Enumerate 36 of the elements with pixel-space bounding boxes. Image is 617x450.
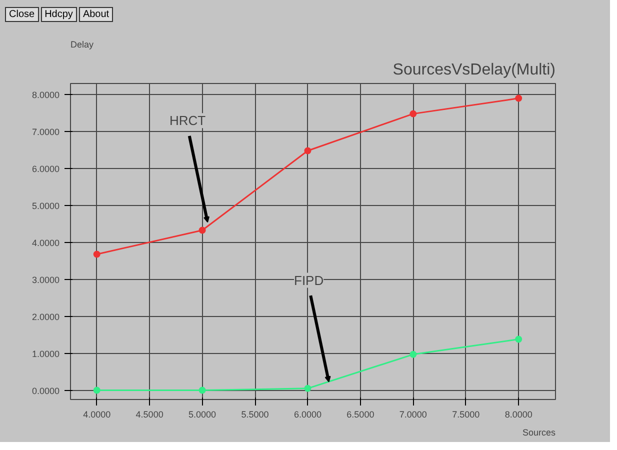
x-tick-label: 8.0000 bbox=[504, 410, 532, 420]
y-tick-label: 8.0000 bbox=[32, 90, 60, 100]
point bbox=[304, 384, 312, 392]
text: Hdcpy bbox=[40, 7, 77, 22]
point bbox=[515, 336, 522, 343]
y-tick-label: 0.0000 bbox=[32, 386, 60, 396]
x-tick-label: 6.0000 bbox=[294, 410, 322, 420]
x-tick-label: 4.5000 bbox=[136, 410, 164, 420]
x-tick-label: 7.5000 bbox=[452, 410, 480, 420]
y-tick-label: 7.0000 bbox=[32, 127, 60, 138]
point bbox=[93, 250, 100, 258]
y-tick-label: 4.0000 bbox=[32, 238, 60, 248]
y-tick-label: 1.0000 bbox=[32, 348, 60, 359]
x-tick-label: 6.5000 bbox=[346, 410, 374, 420]
y-tick-label: 6.0000 bbox=[32, 164, 60, 174]
point bbox=[198, 386, 206, 394]
point bbox=[410, 110, 417, 118]
y-tick-label: 2.0000 bbox=[32, 312, 60, 322]
point bbox=[410, 350, 417, 358]
point bbox=[515, 94, 522, 102]
annotation: FIPD bbox=[294, 272, 324, 288]
x-axis-title: Sources bbox=[522, 428, 556, 438]
point bbox=[93, 386, 100, 394]
annotation: HRCT bbox=[170, 113, 206, 128]
text: About bbox=[78, 7, 114, 22]
x-tick-label: 4.0000 bbox=[83, 410, 111, 420]
x-tick-label: 7.0000 bbox=[399, 410, 427, 420]
point bbox=[198, 226, 206, 234]
y-tick-label: 5.0000 bbox=[32, 200, 60, 211]
chart-title: SourcesVsDelay(Multi) bbox=[392, 62, 556, 78]
y-axis-title: Delay bbox=[70, 40, 94, 50]
text: Close bbox=[5, 7, 39, 22]
x-tick-label: 5.5000 bbox=[241, 410, 269, 420]
y-tick-label: 3.0000 bbox=[32, 274, 60, 285]
point bbox=[304, 147, 312, 154]
x-tick-label: 5.0000 bbox=[188, 410, 216, 420]
